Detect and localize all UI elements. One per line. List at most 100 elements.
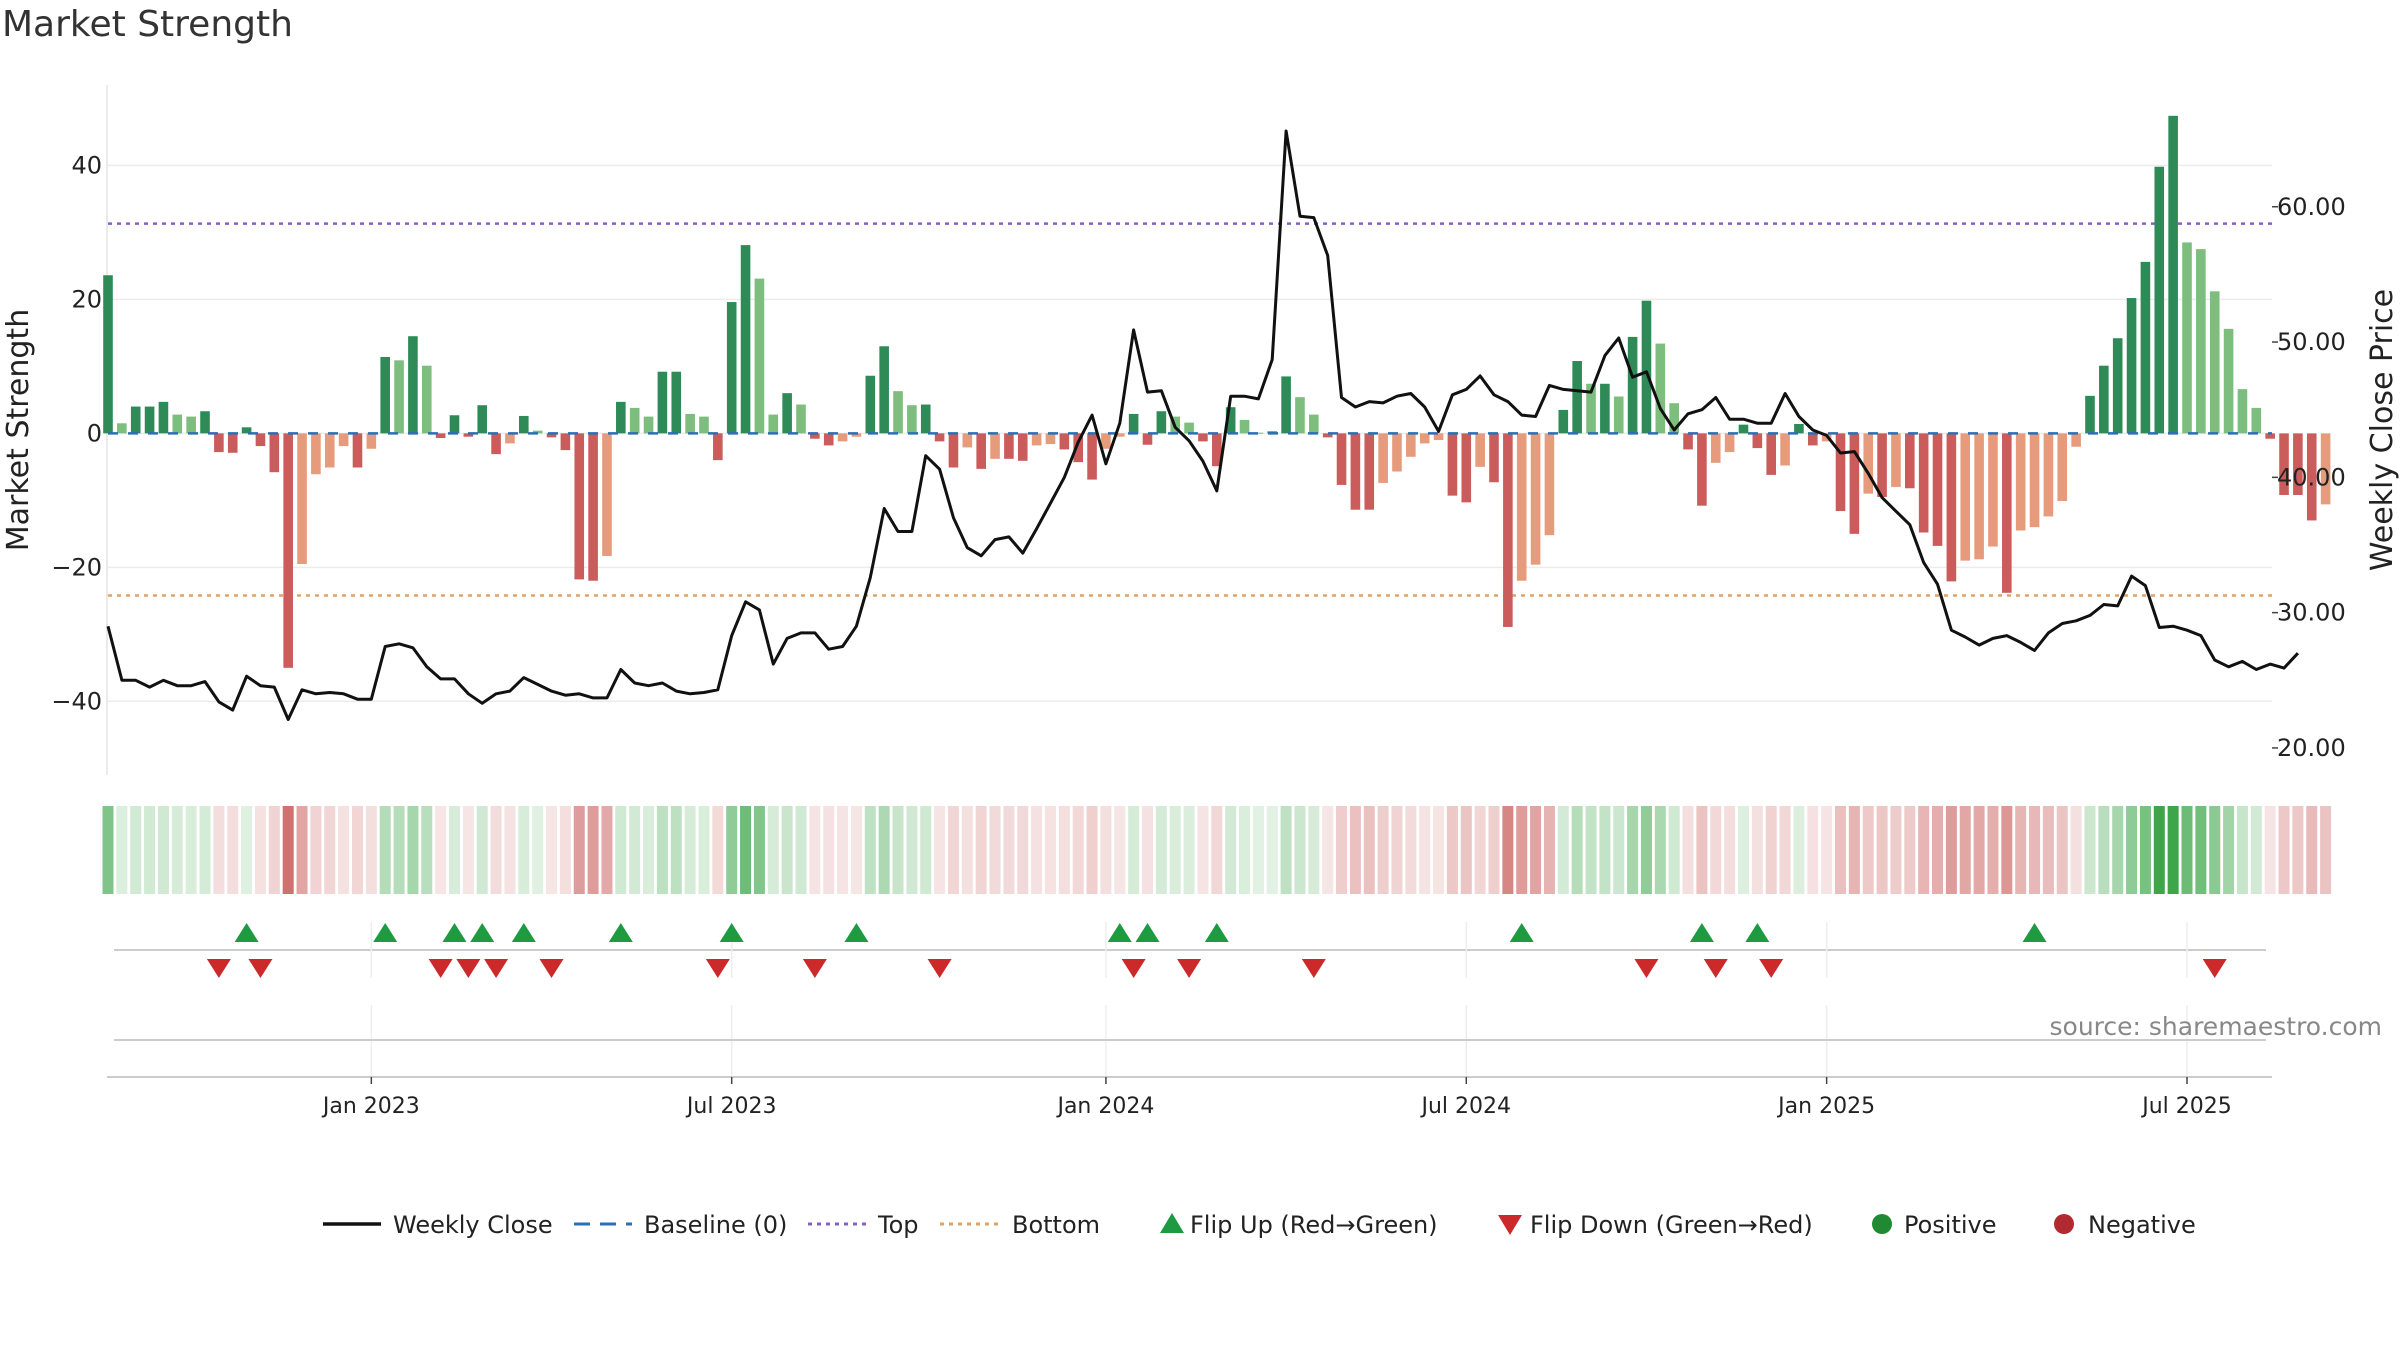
flip-up-marker xyxy=(1509,923,1534,942)
heatmap-cell xyxy=(837,806,849,894)
heatmap-cell xyxy=(795,806,807,894)
strength-bar xyxy=(657,371,668,434)
heatmap-cell xyxy=(2236,806,2248,894)
heatmap-cell xyxy=(878,806,890,894)
legend-label: Bottom xyxy=(1012,1211,1100,1239)
heatmap-cell xyxy=(1737,806,1749,894)
strength-bar xyxy=(893,391,903,434)
heatmap-cell xyxy=(171,806,183,894)
strength-bar xyxy=(2209,291,2220,434)
heatmap-cell xyxy=(559,806,571,894)
heatmap-cell xyxy=(1183,806,1195,894)
strength-bar xyxy=(948,433,959,468)
y-left-tick-label: −40 xyxy=(51,687,102,715)
strength-bar xyxy=(338,433,349,447)
threshold-layer xyxy=(108,222,2272,597)
strength-bar xyxy=(1863,433,1874,494)
legend-item: Flip Down (Green→Red) xyxy=(1498,1211,1813,1239)
strength-bar xyxy=(865,375,876,434)
heatmap-cell xyxy=(1765,806,1777,894)
heatmap-cell xyxy=(1211,806,1223,894)
strength-bar xyxy=(1004,433,1014,459)
heatmap-cell xyxy=(1266,806,1278,894)
strength-bar xyxy=(629,407,640,434)
strength-bar xyxy=(214,433,224,453)
strength-bar xyxy=(2112,338,2123,434)
strength-bar xyxy=(1655,343,1666,434)
heatmap-cell xyxy=(809,806,821,894)
heatmap-cell xyxy=(1031,806,1043,894)
flip-up-marker xyxy=(442,923,467,942)
strength-bar xyxy=(408,336,418,434)
strength-bar xyxy=(962,433,973,448)
heatmap-cell xyxy=(1821,806,1833,894)
heatmap-cell xyxy=(781,806,793,894)
heatmap-cell xyxy=(268,806,280,894)
flip-down-marker xyxy=(1121,959,1146,978)
heatmap-cell xyxy=(2278,806,2290,894)
strength-bar xyxy=(2043,433,2054,517)
strength-bar xyxy=(768,414,779,434)
strength-bar xyxy=(1364,433,1375,510)
heatmap-cell xyxy=(476,806,488,894)
strength-bar xyxy=(990,433,1000,459)
heatmap-cell xyxy=(1363,806,1375,894)
heatmap-cell xyxy=(1100,806,1112,894)
strength-bar xyxy=(449,415,460,434)
strength-bar xyxy=(1780,433,1790,466)
y-left-tick-label: −20 xyxy=(51,553,102,581)
heatmap-cell xyxy=(296,806,308,894)
strength-bar xyxy=(130,406,141,434)
strength-bar xyxy=(2168,115,2178,434)
heatmap-cell xyxy=(1516,806,1528,894)
strength-bar xyxy=(1114,433,1125,437)
strength-bar xyxy=(1281,376,1291,434)
strength-bar xyxy=(2140,261,2151,434)
strength-bar xyxy=(1974,433,1984,560)
flip-down-marker xyxy=(539,959,564,978)
heatmap-cell xyxy=(1225,806,1237,894)
strength-bar xyxy=(643,416,654,434)
strength-bar xyxy=(796,404,806,434)
x-axis: Jan 2023 Jul 2023 Jan 2024 Jul 2024 Jan 2025… xyxy=(107,1005,2272,1119)
y-right-tick-label: 30.00 xyxy=(2277,599,2346,627)
source-note: source: sharemaestro.com xyxy=(2049,1012,2383,1041)
legend-swatch-circle xyxy=(2054,1214,2074,1234)
heatmap-cell xyxy=(2209,806,2221,894)
y-left-tick-label: 0 xyxy=(87,419,102,447)
strength-bar xyxy=(1586,383,1596,434)
heatmap-cell xyxy=(1155,806,1167,894)
strength-bar xyxy=(2015,433,2026,531)
heatmap-cell xyxy=(351,806,363,894)
strength-bar xyxy=(934,433,945,442)
strength-bars xyxy=(103,115,2331,668)
heatmap-cell xyxy=(1627,806,1639,894)
heatmap-cell xyxy=(961,806,973,894)
heatmap-cell xyxy=(282,806,294,894)
heatmap-cell xyxy=(324,806,336,894)
strength-bar xyxy=(1461,433,1472,503)
heatmap-cell xyxy=(629,806,641,894)
heatmap-cell xyxy=(1349,806,1361,894)
strength-bar xyxy=(2251,407,2262,434)
heatmap-cell xyxy=(1405,806,1417,894)
flip-down-marker xyxy=(705,959,730,978)
strength-bar xyxy=(671,371,682,434)
heatmap-cell xyxy=(1128,806,1140,894)
strength-bar xyxy=(1600,383,1610,434)
heatmap-cell xyxy=(740,806,752,894)
strength-bar xyxy=(699,416,709,434)
legend-swatch-triangle-up xyxy=(1160,1213,1184,1233)
strength-bar xyxy=(1738,424,1749,434)
flip-down-marker xyxy=(802,959,827,978)
heatmap-cell xyxy=(712,806,724,894)
heatmap-cell xyxy=(1142,806,1153,894)
heatmap-cell xyxy=(1918,806,1930,894)
heatmap-cell xyxy=(684,806,696,894)
heatmap-cell xyxy=(1959,806,1971,894)
heatmap-cell xyxy=(2029,806,2041,894)
strength-bar xyxy=(837,433,848,442)
strength-bar xyxy=(1794,423,1804,434)
heatmap-cell xyxy=(1086,806,1098,894)
heatmap-cell xyxy=(421,806,433,894)
